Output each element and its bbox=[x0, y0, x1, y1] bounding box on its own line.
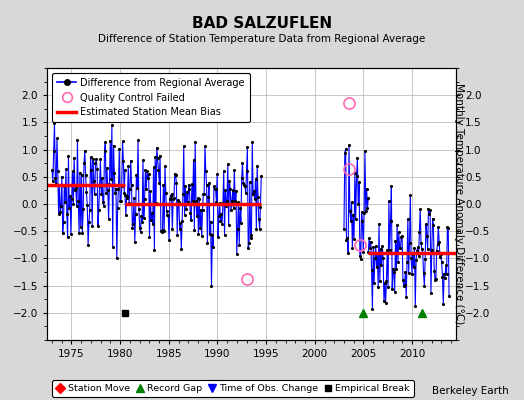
Text: Berkeley Earth: Berkeley Earth bbox=[432, 386, 508, 396]
Text: Monthly Temperature Anomaly Difference (°C): Monthly Temperature Anomaly Difference (… bbox=[453, 83, 464, 325]
Legend: Station Move, Record Gap, Time of Obs. Change, Empirical Break: Station Move, Record Gap, Time of Obs. C… bbox=[52, 380, 413, 397]
Text: BAD SALZUFLEN: BAD SALZUFLEN bbox=[192, 16, 332, 31]
Text: Difference of Station Temperature Data from Regional Average: Difference of Station Temperature Data f… bbox=[99, 34, 425, 44]
